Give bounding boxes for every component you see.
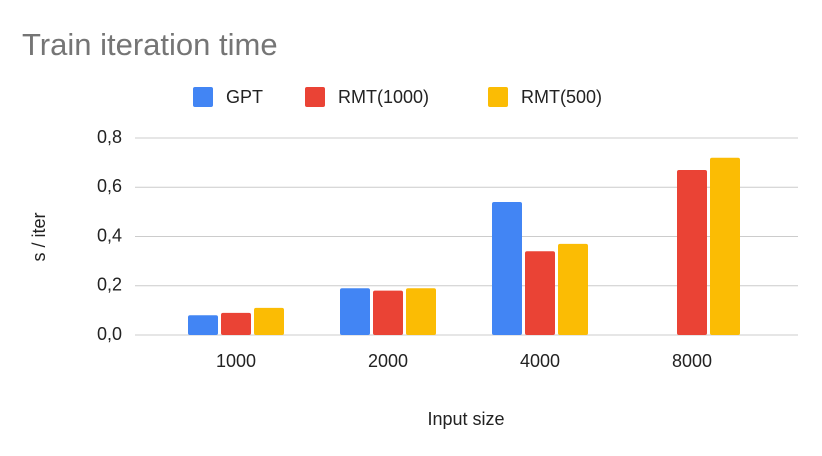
legend-swatch: [193, 87, 213, 107]
y-tick-label: 0,0: [97, 324, 122, 344]
x-tick-label: 4000: [520, 351, 560, 371]
y-tick-label: 0,4: [97, 225, 122, 245]
legend-label: RMT(500): [521, 87, 602, 107]
x-axis-label: Input size: [427, 409, 504, 429]
chart-title: Train iteration time: [22, 27, 278, 62]
bar: [558, 243, 588, 335]
legend-swatch: [305, 87, 325, 107]
bar: [373, 290, 403, 335]
bar: [525, 251, 555, 335]
bar: [221, 312, 251, 335]
legend-label: RMT(1000): [338, 87, 429, 107]
bar: [188, 315, 218, 335]
x-tick-label: 8000: [672, 351, 712, 371]
bar: [406, 288, 436, 335]
bar: [677, 170, 707, 335]
y-tick-label: 0,6: [97, 176, 122, 196]
bar: [340, 288, 370, 335]
bar: [492, 202, 522, 335]
x-tick-label: 1000: [216, 351, 256, 371]
y-tick-label: 0,8: [97, 127, 122, 147]
bar: [710, 157, 740, 335]
x-tick-label: 2000: [368, 351, 408, 371]
legend-label: GPT: [226, 87, 263, 107]
bar: [254, 307, 284, 335]
y-axis-label: s / iter: [29, 212, 49, 261]
y-tick-label: 0,2: [97, 275, 122, 295]
legend-swatch: [488, 87, 508, 107]
